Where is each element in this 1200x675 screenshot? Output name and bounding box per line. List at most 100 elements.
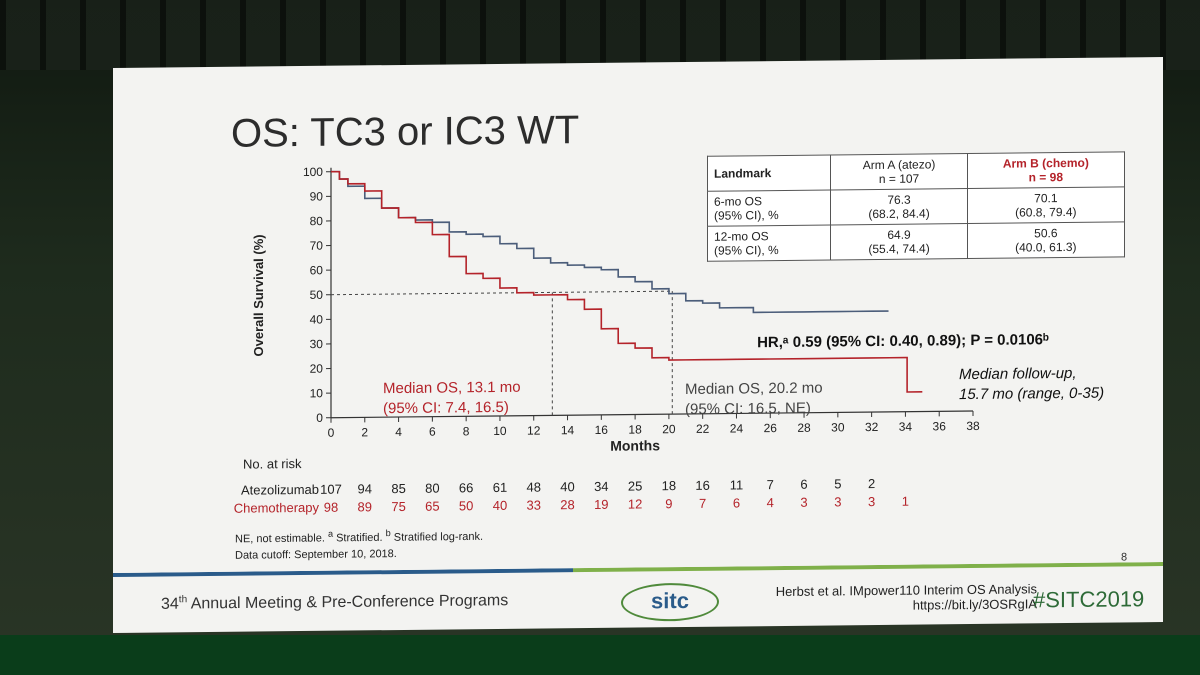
table-row: 12-mo OS (95% CI), % 64.9 (55.4, 74.4) 50.… — [707, 221, 1125, 262]
median-atezo-ci: (95% CI: 16.5, NE) — [685, 400, 811, 418]
y-tick-label: 60 — [310, 263, 324, 277]
x-tick-label: 6 — [429, 425, 436, 439]
risk-atezo-value: 40 — [560, 479, 574, 494]
footnotes: NE, not estimable. a Stratified. b Strat… — [235, 528, 484, 562]
followup-range: 15.7 mo (range, 0-35) — [959, 385, 1104, 404]
risk-atezo-value: 11 — [730, 477, 743, 492]
x-tick-label: 32 — [865, 420, 879, 434]
risk-atezo-value: 34 — [594, 479, 608, 494]
x-tick-label: 16 — [595, 423, 609, 437]
x-tick-label: 2 — [361, 425, 368, 439]
table-header-arm-b: Arm B (chemo) n = 98 — [967, 151, 1125, 189]
risk-atezo-value: 7 — [767, 477, 774, 492]
x-axis-label: Months — [610, 437, 660, 454]
risk-chemo-value: 4 — [767, 495, 774, 510]
x-tick-label: 34 — [899, 420, 913, 434]
risk-chemo-value: 65 — [425, 499, 439, 514]
risk-chemo-value: 12 — [628, 496, 642, 511]
risk-atezo-value: 80 — [425, 481, 439, 496]
x-tick-label: 30 — [831, 420, 845, 434]
risk-chemo-value: 3 — [834, 494, 841, 509]
x-tick-label: 0 — [328, 426, 335, 440]
table-header-arm-a: Arm A (atezo) n = 107 — [830, 153, 968, 190]
x-tick-label: 8 — [463, 424, 470, 438]
risk-chemo-value: 28 — [560, 497, 574, 512]
risk-atezo-value: 5 — [834, 476, 841, 491]
x-tick-label: 24 — [730, 421, 744, 435]
y-tick-label: 10 — [310, 386, 324, 400]
y-tick-label: 50 — [310, 288, 324, 302]
risk-chemo-value: 98 — [324, 500, 338, 515]
risk-atezo-value: 107 — [320, 482, 342, 497]
risk-chemo-value: 9 — [665, 496, 672, 511]
table-cell: 6-mo OS (95% CI), % — [707, 189, 831, 227]
citation: Herbst et al. IMpower110 Interim OS Anal… — [775, 581, 1037, 613]
risk-atezo-value: 48 — [527, 480, 541, 495]
y-tick-label: 90 — [310, 189, 324, 203]
risk-atezo-value: 18 — [662, 478, 676, 493]
table-cell: 64.9 (55.4, 74.4) — [830, 223, 968, 260]
risk-chemo-label: Chemotherapy — [234, 500, 320, 516]
meeting-name: 34th Annual Meeting & Pre-Conference Pro… — [161, 592, 509, 613]
table-row: 6-mo OS (95% CI), % 76.3 (68.2, 84.4) 70.1… — [707, 186, 1125, 227]
risk-atezo-value: 2 — [868, 476, 875, 491]
risk-atezo-value: 6 — [800, 477, 807, 492]
hazard-ratio-text: HR,ᵃ 0.59 (95% CI: 0.40, 0.89); P = 0.01… — [757, 331, 1049, 351]
table-cell: 70.1 (60.8, 79.4) — [967, 186, 1125, 224]
risk-atezo-value: 94 — [358, 481, 372, 496]
risk-chemo-value: 33 — [527, 498, 541, 513]
followup-label: Median follow-up, — [959, 365, 1077, 383]
risk-title: No. at risk — [243, 456, 302, 472]
risk-chemo-value: 19 — [594, 497, 608, 512]
risk-chemo-value: 7 — [699, 496, 706, 511]
x-tick-label: 22 — [696, 422, 710, 436]
stage-floor — [0, 635, 1200, 675]
y-tick-label: 20 — [310, 362, 324, 376]
x-tick-label: 18 — [628, 422, 642, 436]
footer-divider — [113, 562, 1163, 577]
table-header-landmark: Landmark — [707, 154, 831, 192]
median-atezo-label: Median OS, 20.2 mo — [685, 380, 823, 398]
y-tick-label: 70 — [310, 239, 324, 253]
x-tick-label: 38 — [966, 419, 980, 433]
x-tick-label: 20 — [662, 422, 676, 436]
risk-chemo-value: 3 — [800, 495, 807, 510]
y-tick-label: 80 — [310, 214, 324, 228]
median-chemo-label: Median OS, 13.1 mo — [383, 379, 521, 397]
risk-atezo-value: 85 — [391, 481, 405, 496]
x-tick-label: 10 — [493, 424, 507, 438]
risk-chemo-value: 75 — [391, 499, 405, 514]
y-tick-label: 100 — [303, 165, 323, 179]
table-cell: 12-mo OS (95% CI), % — [707, 224, 831, 262]
projected-slide: OS: TC3 or IC3 WT 0 10 20 30 40 50 60 70 80 90 100… — [113, 57, 1163, 633]
risk-chemo-value: 1 — [902, 494, 909, 509]
series-chemotherapy-curve — [331, 170, 923, 393]
risk-chemo-value: 50 — [459, 498, 473, 513]
y-tick-label: 30 — [310, 337, 324, 351]
risk-chemo-value: 89 — [358, 499, 372, 514]
slide-footer: 34th Annual Meeting & Pre-Conference Pro… — [113, 562, 1163, 633]
median-reference-line — [331, 290, 673, 296]
table-cell: 50.6 (40.0, 61.3) — [967, 221, 1125, 259]
table-cell: 76.3 (68.2, 84.4) — [830, 188, 968, 225]
hashtag: #SITC2019 — [1033, 586, 1145, 613]
y-tick-label: 0 — [316, 411, 323, 425]
sitc-logo: sitc — [621, 582, 719, 622]
x-tick-label: 14 — [561, 423, 575, 437]
x-tick-label: 28 — [797, 421, 811, 435]
risk-atezo-label: Atezolizumab — [241, 482, 319, 498]
landmark-table: Landmark Arm A (atezo) n = 107 Arm B (che… — [707, 151, 1125, 262]
risk-chemo-value: 6 — [733, 495, 740, 510]
x-tick-label: 4 — [395, 425, 402, 439]
risk-atezo-value: 16 — [695, 478, 709, 493]
risk-atezo-value: 61 — [493, 480, 507, 495]
risk-chemo-value: 3 — [868, 494, 875, 509]
x-tick-label: 12 — [527, 424, 541, 438]
risk-atezo-value: 66 — [459, 480, 473, 495]
risk-atezo-value: 25 — [628, 478, 642, 493]
x-tick-label: 36 — [933, 419, 947, 433]
y-axis-label: Overall Survival (%) — [251, 234, 266, 356]
y-tick-label: 40 — [310, 312, 324, 326]
median-chemo-ci: (95% CI: 7.4, 16.5) — [383, 399, 509, 417]
